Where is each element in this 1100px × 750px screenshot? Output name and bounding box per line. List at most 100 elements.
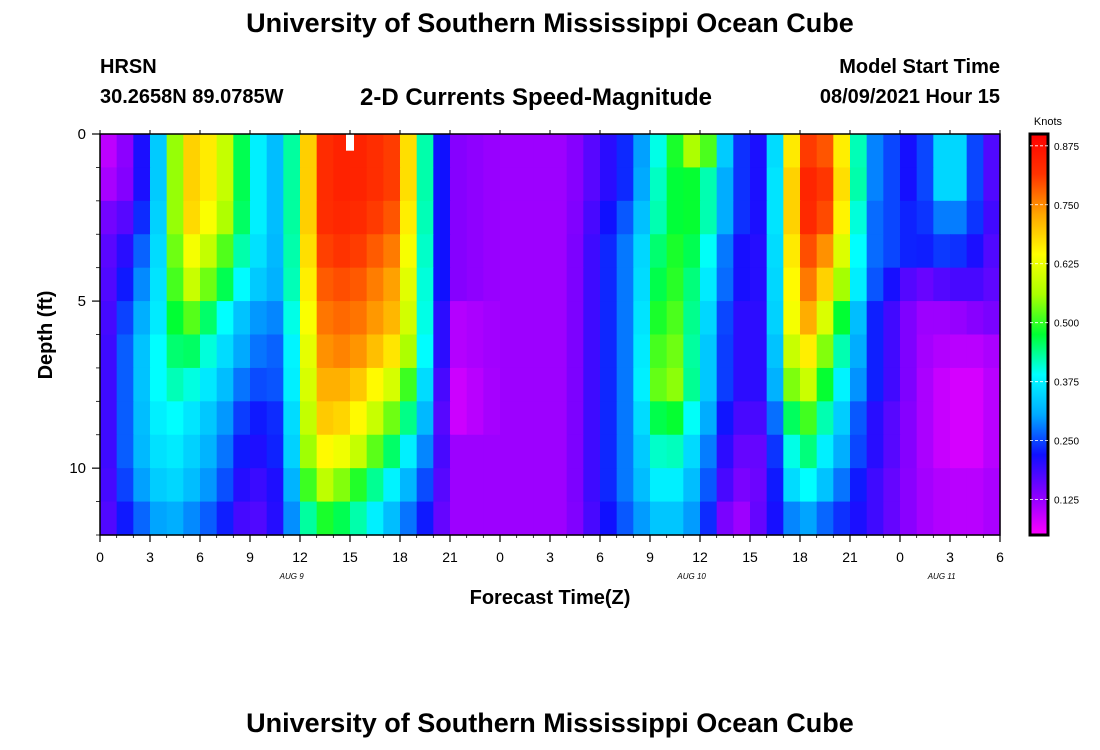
- heatmap-cell: [316, 167, 334, 202]
- heatmap-cell: [350, 367, 368, 402]
- heatmap-cell: [383, 267, 401, 302]
- heatmap-cell: [233, 367, 251, 402]
- heatmap-cell: [100, 234, 118, 269]
- heatmap-cell: [983, 134, 1001, 169]
- heatmap-cell: [983, 367, 1001, 402]
- heatmap-cell: [883, 200, 901, 235]
- heatmap-cell: [833, 301, 851, 336]
- heatmap-cell: [366, 367, 384, 402]
- heatmap-cell: [533, 334, 551, 369]
- heatmap-cell: [100, 200, 118, 235]
- heatmap-cell: [966, 167, 984, 202]
- heatmap-cell: [200, 401, 218, 436]
- heatmap-cell: [150, 334, 168, 369]
- heatmap-cell: [133, 267, 151, 302]
- heatmap-cell: [816, 234, 834, 269]
- heatmap-cell: [900, 167, 918, 202]
- heatmap-cell: [900, 468, 918, 503]
- heatmap-cell: [816, 501, 834, 536]
- heatmap-cell: [916, 434, 934, 469]
- heatmap-cell: [916, 401, 934, 436]
- heatmap-cell: [200, 267, 218, 302]
- heatmap-cell: [416, 334, 434, 369]
- heatmap-cell: [750, 267, 768, 302]
- heatmap-cell: [450, 267, 468, 302]
- heatmap-cell: [333, 501, 351, 536]
- heatmap-cell: [816, 301, 834, 336]
- heatmap-cell: [366, 200, 384, 235]
- heatmap-cell: [600, 401, 618, 436]
- heatmap-cell: [350, 167, 368, 202]
- heatmap-cell: [400, 367, 418, 402]
- heatmap-cell: [450, 434, 468, 469]
- heatmap-cell: [383, 301, 401, 336]
- heatmap-cell: [666, 234, 684, 269]
- heatmap-cell: [166, 367, 184, 402]
- heatmap-cell: [366, 234, 384, 269]
- heatmap-cell: [283, 501, 301, 536]
- heatmap-cell: [500, 401, 518, 436]
- heatmap-cell: [483, 367, 501, 402]
- heatmap-cell: [666, 334, 684, 369]
- heatmap-cell: [750, 367, 768, 402]
- heatmap-cell: [800, 200, 818, 235]
- heatmap-cell: [116, 434, 134, 469]
- heatmap-cell: [500, 367, 518, 402]
- heatmap-cell: [616, 334, 634, 369]
- heatmap-cell: [266, 267, 284, 302]
- heatmap-cell: [233, 167, 251, 202]
- heatmap-cell: [716, 468, 734, 503]
- heatmap-cell: [383, 401, 401, 436]
- heatmap-cell: [966, 434, 984, 469]
- heatmap-cell: [650, 200, 668, 235]
- heatmap-cell: [583, 501, 601, 536]
- heatmap-cell: [966, 301, 984, 336]
- heatmap-cell: [216, 367, 234, 402]
- heatmap-cell: [633, 468, 651, 503]
- heatmap-cell: [250, 234, 268, 269]
- heatmap-cell: [833, 134, 851, 169]
- heatmap-cell: [266, 301, 284, 336]
- heatmap-cell: [833, 468, 851, 503]
- heatmap-cell: [966, 501, 984, 536]
- heatmap-cell: [816, 167, 834, 202]
- heatmap-cell: [933, 234, 951, 269]
- heatmap-cell: [133, 468, 151, 503]
- heatmap-cell: [533, 367, 551, 402]
- heatmap-cell: [500, 134, 518, 169]
- heatmap-cell: [583, 468, 601, 503]
- heatmap-cell: [383, 501, 401, 536]
- heatmap-cell: [150, 167, 168, 202]
- heatmap-cell: [783, 334, 801, 369]
- heatmap-cell: [566, 501, 584, 536]
- heatmap-cell: [733, 234, 751, 269]
- heatmap-cell: [533, 501, 551, 536]
- heatmap-cell: [700, 234, 718, 269]
- heatmap-cell: [233, 200, 251, 235]
- heatmap-cell: [800, 267, 818, 302]
- heatmap-cell: [816, 200, 834, 235]
- heatmap-cell: [633, 167, 651, 202]
- heatmap-cell: [950, 468, 968, 503]
- heatmap-cell: [216, 200, 234, 235]
- heatmap-cell: [516, 501, 534, 536]
- heatmap-cell: [150, 434, 168, 469]
- heatmap-cell: [350, 468, 368, 503]
- heatmap-cell: [316, 334, 334, 369]
- heatmap-cell: [633, 501, 651, 536]
- heatmap-cell: [833, 401, 851, 436]
- heatmap-cell: [966, 267, 984, 302]
- heatmap-cell: [333, 234, 351, 269]
- heatmap-cell: [533, 468, 551, 503]
- heatmap-cell: [200, 468, 218, 503]
- heatmap-cell: [800, 234, 818, 269]
- heatmap-cell: [883, 334, 901, 369]
- heatmap-cell: [983, 468, 1001, 503]
- heatmap-cell: [533, 167, 551, 202]
- heatmap-cell: [983, 267, 1001, 302]
- heatmap-cell: [300, 234, 318, 269]
- heatmap-cell: [450, 167, 468, 202]
- y-tick-label: 10: [69, 460, 86, 477]
- heatmap-cell: [500, 334, 518, 369]
- heatmap-cell: [950, 301, 968, 336]
